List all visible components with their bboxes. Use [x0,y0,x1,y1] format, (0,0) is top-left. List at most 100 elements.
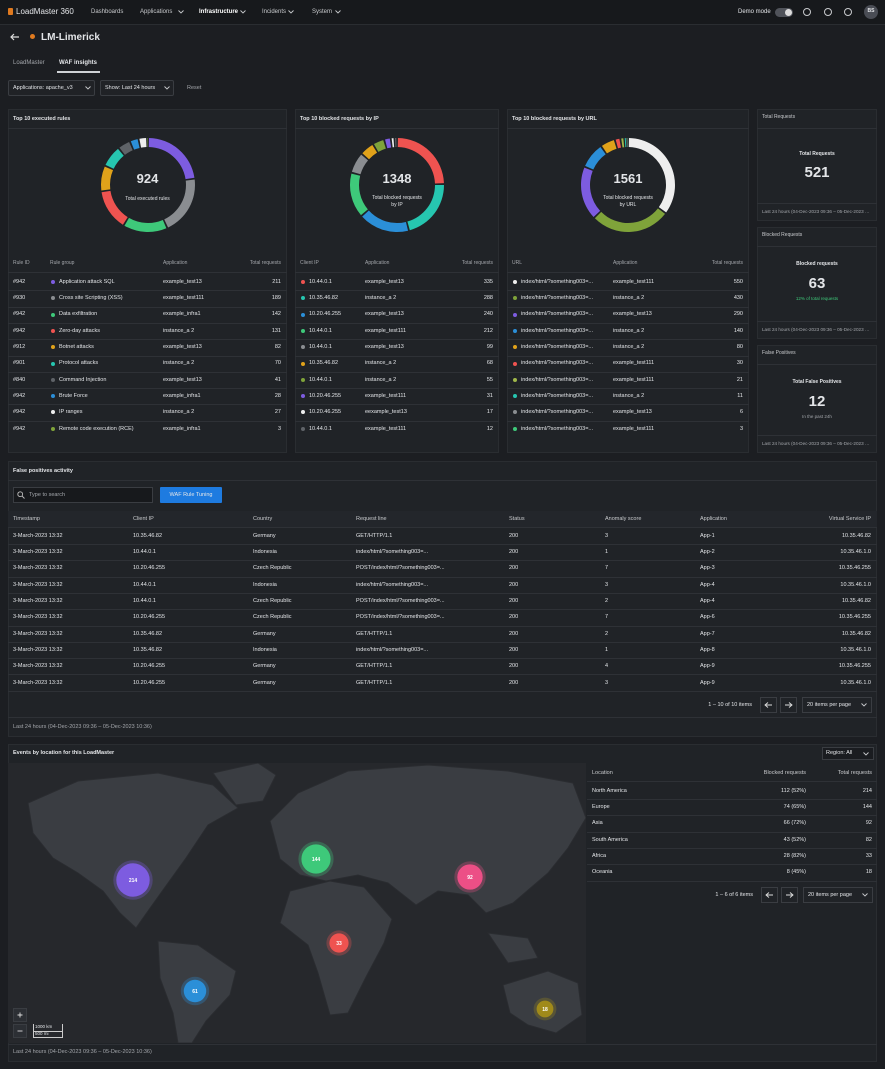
row-line [295,306,499,308]
waf-tuning-button[interactable] [160,487,222,503]
card-header [8,109,287,129]
table-cell: 82 [274,344,281,351]
table-cell: 10.35.46.82 [133,630,163,637]
table-cell: example_test13 [365,344,404,351]
page-button[interactable] [760,697,777,713]
table-cell: index/html/?something003=... [521,425,594,432]
table-cell: Germany [253,532,276,539]
donut-total-label: Total executed rules [125,196,170,202]
per-page-select[interactable] [802,697,872,713]
region-select[interactable] [822,747,874,760]
ev-table-header-line [587,781,877,782]
donut-segment [138,138,146,148]
stat-value: 63 [808,274,826,292]
table-cell: 31 [486,392,493,399]
table-cell: 7 [605,565,609,572]
page-button[interactable] [761,887,778,903]
row-line [295,404,499,406]
tab-active[interactable]: WAF insights [59,59,97,66]
stat-footer: Last 24 hours (04-Dec-2023 09:36 – 05-De… [762,440,872,446]
marker-label: 92 [467,875,473,881]
demo-toggle[interactable] [775,8,793,17]
region-label: Region: All [826,750,853,757]
table-cell: 80 [736,344,743,351]
row-line [587,799,877,800]
donut-segment [407,185,444,231]
row-line [8,544,877,545]
scale-bar-mid [33,1031,63,1032]
table-cell: 10.44.0.1 [309,278,332,285]
table-header: Total requests [837,769,872,776]
reset-button[interactable]: Reset [187,84,202,91]
table-cell: 33 [865,853,872,860]
zoom-icon [17,1030,23,1032]
table-cell: 10.20.46.255 [133,614,166,621]
table-cell: 10.44.0.1 [309,344,332,351]
table-cell: 112 (52%) [781,787,806,794]
pagination-summary: 1 – 10 of 10 items [708,701,752,708]
nav-icon[interactable] [803,8,811,16]
filter-applications[interactable] [8,80,95,96]
row-dot [301,394,305,399]
table-cell: example_test111 [613,278,655,285]
row-line [507,420,749,422]
table-cell: Indonesia [253,646,277,653]
row-line [295,290,499,292]
search-box[interactable] [13,487,153,503]
row-dot [51,328,55,333]
stat-label: Total Requests [799,151,835,158]
table-cell: 131 [271,327,281,334]
table-cell: 10.35.46.82 [133,532,163,539]
donut-segment [362,210,409,233]
stat-note: In the past 24h [802,413,832,419]
stat-card-title: Total Requests [762,114,796,121]
avatar-bg[interactable] [864,5,878,19]
row-dot [51,410,55,415]
row-line [8,371,287,373]
table-cell: 10.35.46.82 [841,532,871,539]
table-cell: 290 [733,311,743,318]
table-header: URL [512,260,523,267]
table-header: Application [700,515,727,522]
donut-segment [163,179,195,228]
nav-item[interactable]: Infrastructure [199,8,239,15]
page-arrow [786,892,794,898]
events-title: Events by location for this LoadMaster [13,749,115,756]
nav-icon[interactable] [844,8,852,16]
chevron-line [335,10,341,14]
row-line [8,592,877,594]
donut-segment [118,141,133,155]
per-page-select[interactable] [803,887,873,903]
brand: LoadMaster 360 [16,7,74,16]
nav-icon[interactable] [824,8,832,16]
table-header: Country [253,515,273,522]
donut-total-label: Total blocked requests by URL [603,195,653,209]
table-cell: index/html/?something003=... [521,311,594,318]
table-header: Anomaly score [605,515,642,522]
table-cell: example_infra1 [163,425,201,432]
table-cell: 3-March-2023 13:32 [13,532,63,539]
page-button[interactable] [781,887,798,903]
row-dot [513,426,517,431]
tab[interactable]: LoadMaster [13,59,45,66]
row-line [507,290,749,292]
row-line [587,880,877,882]
table-cell: #840 [13,376,26,383]
table-cell: Czech Republic [253,565,292,572]
table-cell: example_test111 [613,376,655,383]
table-cell: 10.44.0.1 [309,376,332,383]
row-dot [513,361,517,366]
row-line [507,322,749,324]
row-dot [51,280,55,284]
table-cell: example_test111 [365,425,407,432]
table-cell: 3-March-2023 13:32 [13,663,63,670]
filter-show[interactable] [100,80,174,96]
nav-item[interactable]: Applications [140,8,173,15]
table-header: Blocked requests [763,769,806,776]
row-line [8,290,287,292]
row-line [295,339,499,341]
avatar: BS [867,8,875,15]
page-button[interactable] [780,697,797,713]
nav-item[interactable]: System [312,8,333,15]
table-cell: 140 [733,327,743,334]
